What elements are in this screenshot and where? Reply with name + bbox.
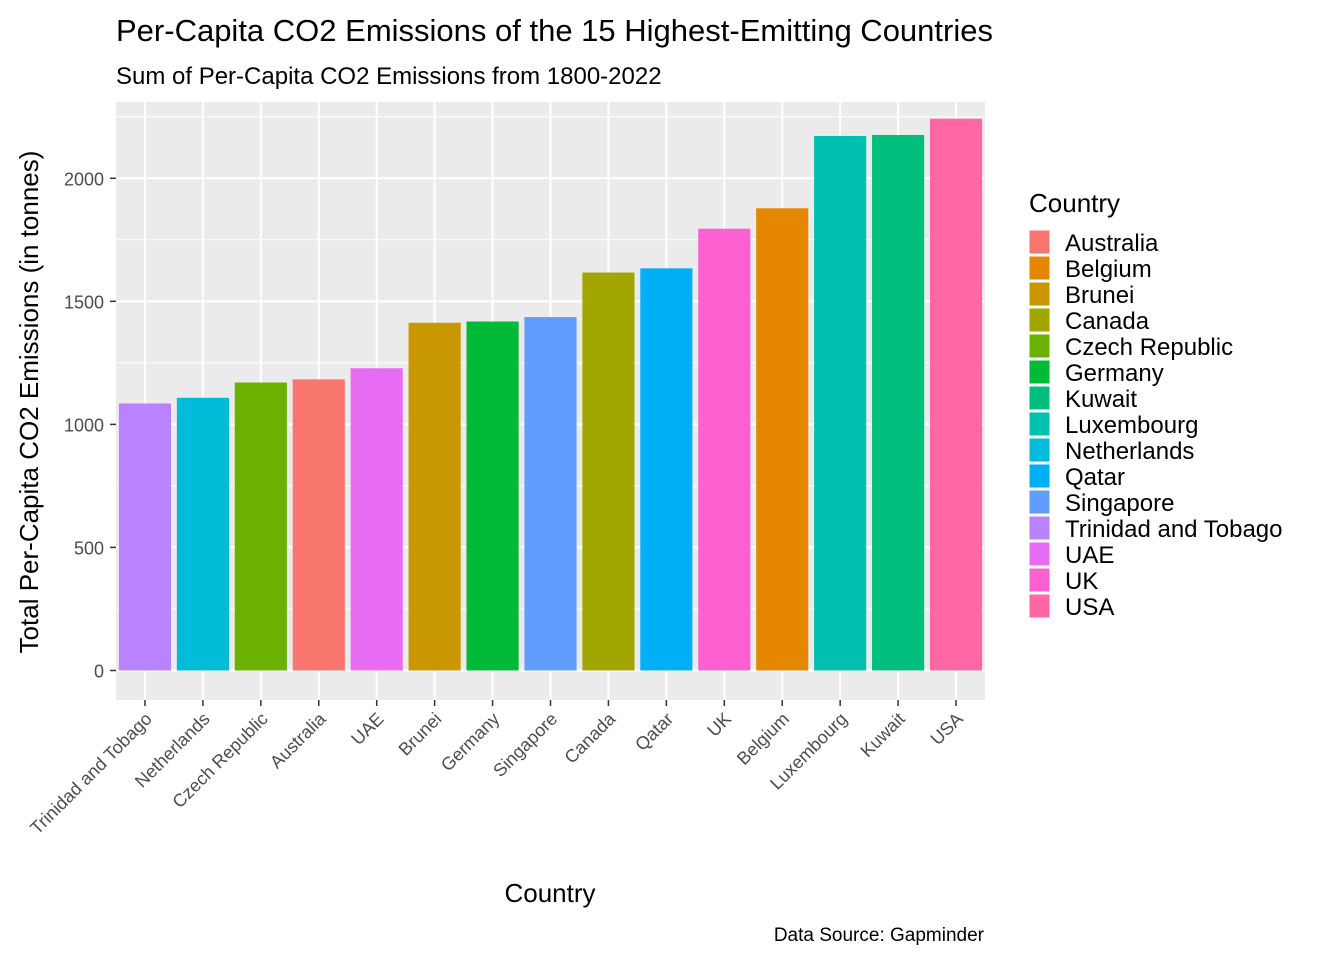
y-tick-label: 500 xyxy=(74,538,104,558)
legend-swatch xyxy=(1028,567,1051,593)
x-axis-title: Country xyxy=(504,878,595,908)
legend-label: Trinidad and Tobago xyxy=(1065,516,1283,543)
bar-netherlands xyxy=(176,397,229,671)
x-tick-label: Belgium xyxy=(733,709,793,769)
legend-label: Brunei xyxy=(1065,282,1134,309)
bar-australia xyxy=(292,379,345,671)
legend-label: UK xyxy=(1065,568,1098,595)
bars xyxy=(118,118,983,671)
y-tick-label: 0 xyxy=(94,661,104,681)
chart-subtitle: Sum of Per-Capita CO2 Emissions from 180… xyxy=(116,63,662,90)
legend-title: Country xyxy=(1029,188,1120,218)
legend-label: Kuwait xyxy=(1065,386,1137,413)
bar-kuwait xyxy=(872,134,925,671)
bar-singapore xyxy=(524,317,577,671)
y-tick-label: 1500 xyxy=(64,292,104,312)
legend-label: USA xyxy=(1065,594,1114,621)
bar-uk xyxy=(698,228,751,671)
legend-swatch xyxy=(1028,333,1051,359)
bar-germany xyxy=(466,321,519,671)
legend-swatch xyxy=(1028,411,1051,437)
bar-qatar xyxy=(640,268,693,671)
legend-swatch xyxy=(1028,463,1051,489)
y-axis-ticks: 0 500 1000 1500 2000 xyxy=(64,169,116,681)
bar-luxembourg xyxy=(814,135,867,671)
legend-swatch xyxy=(1028,281,1051,307)
legend-label: Netherlands xyxy=(1065,438,1194,465)
legend-label: UAE xyxy=(1065,542,1114,569)
legend-label: Belgium xyxy=(1065,256,1152,283)
legend-swatch xyxy=(1028,593,1051,619)
x-tick-label: UAE xyxy=(347,709,387,749)
y-tick-label: 1000 xyxy=(64,415,104,435)
x-tick-label: USA xyxy=(927,709,967,749)
legend-swatch xyxy=(1028,359,1051,385)
legend-label: Luxembourg xyxy=(1065,412,1198,439)
legend-label: Australia xyxy=(1065,230,1159,257)
legend-swatch xyxy=(1028,541,1051,567)
x-tick-label: Kuwait xyxy=(857,709,909,761)
x-tick-label: Brunei xyxy=(395,709,446,760)
legend-swatch xyxy=(1028,489,1051,515)
x-tick-label: Qatar xyxy=(631,709,677,755)
x-tick-label: Canada xyxy=(561,708,620,767)
legend-label: Singapore xyxy=(1065,490,1174,517)
legend-label: Czech Republic xyxy=(1065,334,1233,361)
legend-swatch xyxy=(1028,307,1051,333)
bar-brunei xyxy=(408,322,461,671)
x-tick-label: UK xyxy=(703,709,735,741)
legend-swatch xyxy=(1028,515,1051,541)
legend-swatch xyxy=(1028,255,1051,281)
x-tick-label: Australia xyxy=(266,708,330,772)
bar-belgium xyxy=(756,208,809,671)
legend-swatch xyxy=(1028,385,1051,411)
bar-uae xyxy=(350,368,403,671)
bar-usa xyxy=(929,118,983,671)
legend-swatch xyxy=(1028,229,1051,255)
chart-title: Per-Capita CO2 Emissions of the 15 Highe… xyxy=(116,13,993,48)
legend-label: Germany xyxy=(1065,360,1164,387)
legend-label: Canada xyxy=(1065,308,1150,335)
y-tick-label: 2000 xyxy=(64,169,104,189)
y-axis-title: Total Per-Capita CO2 Emissions (in tonne… xyxy=(14,151,44,654)
bar-trinidad-and-tobago xyxy=(118,403,172,671)
legend-label: Qatar xyxy=(1065,464,1125,491)
legend-swatch xyxy=(1028,437,1051,463)
bar-czech-republic xyxy=(234,382,287,671)
data-source-caption: Data Source: Gapminder xyxy=(774,925,985,946)
bar-canada xyxy=(582,272,635,671)
legend: Country AustraliaBelgiumBruneiCanadaCzec… xyxy=(1028,188,1283,621)
